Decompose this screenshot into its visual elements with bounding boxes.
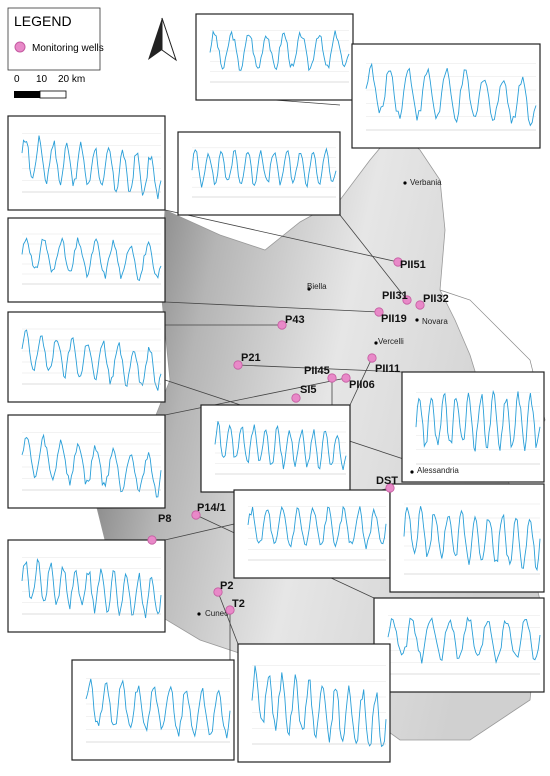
- inset-panel: [233, 489, 391, 579]
- inset-hydrograph: [247, 505, 387, 550]
- well-label: P43: [285, 314, 305, 326]
- well-marker: [233, 360, 243, 370]
- well-label: P2: [220, 580, 233, 592]
- inset-hydrograph: [251, 665, 387, 748]
- inset-panel: [177, 131, 341, 216]
- well-marker: [415, 300, 425, 310]
- inset-hydrograph: [209, 30, 350, 72]
- well-marker: [393, 257, 403, 267]
- city-label: Alessandria: [417, 466, 459, 475]
- well-marker: [277, 320, 287, 330]
- well-label: PII32: [423, 293, 449, 305]
- inset-panel: [351, 43, 541, 149]
- inset-panel: [7, 217, 166, 303]
- well-marker: [225, 605, 235, 615]
- connector-line: [274, 99, 341, 106]
- legend-title: LEGEND: [14, 13, 72, 29]
- well-marker: [385, 483, 395, 493]
- inset-panel: [237, 643, 391, 763]
- inset-panel: [200, 404, 351, 493]
- legend-marker: [14, 41, 26, 53]
- inset-hydrograph: [85, 678, 231, 739]
- well-label: T2: [232, 598, 245, 610]
- city-dot: [307, 287, 311, 291]
- well-label: P14/1: [197, 502, 226, 514]
- city-label: Biella: [307, 282, 327, 291]
- inset-panel: [7, 539, 166, 633]
- well-label: PII45: [304, 365, 330, 377]
- well-label: PII31: [382, 290, 408, 302]
- inset-panel: [389, 483, 545, 593]
- well-label: PII11: [375, 363, 400, 375]
- well-marker: [291, 393, 301, 403]
- well-label: PII06: [349, 379, 375, 391]
- well-marker: [402, 295, 412, 305]
- well-label: P21: [241, 352, 261, 364]
- well-marker: [327, 373, 337, 383]
- connector-line: [349, 357, 373, 406]
- inset-hydrograph: [387, 616, 541, 664]
- well-label: PII51: [400, 259, 426, 271]
- legend-item: Monitoring wells: [32, 43, 104, 54]
- city-dot: [197, 612, 201, 616]
- connector-line: [164, 209, 399, 263]
- inset-hydrograph: [21, 135, 162, 200]
- inset-hydrograph: [21, 236, 162, 282]
- well-marker: [191, 510, 201, 520]
- inset-panel: [71, 659, 235, 761]
- inset-hydrograph: [365, 62, 537, 127]
- connector-line: [164, 377, 347, 416]
- inset-hydrograph: [21, 557, 162, 619]
- city-dot: [410, 470, 414, 474]
- well-marker: [367, 353, 377, 363]
- inset-panel: [195, 13, 354, 101]
- inset-panel: [401, 371, 545, 483]
- inset-panel: [373, 597, 545, 693]
- scale-bar: [39, 90, 67, 99]
- well-label: SI5: [300, 384, 317, 396]
- inset-hydrograph: [21, 433, 162, 498]
- well-marker: [213, 587, 223, 597]
- legend-box: [7, 7, 101, 71]
- city-label: Verbania: [410, 178, 442, 187]
- inset-hydrograph: [191, 147, 337, 189]
- well-label: DST: [376, 475, 398, 487]
- city-dot: [415, 318, 419, 322]
- connector-line: [339, 214, 408, 301]
- city-label: Vercelli: [378, 337, 404, 346]
- well-label: PII19: [381, 313, 407, 325]
- well-marker: [374, 307, 384, 317]
- inset-hydrograph: [403, 506, 541, 572]
- scale-label: 0: [14, 74, 20, 85]
- city-dot: [374, 341, 378, 345]
- north-arrow: [161, 17, 177, 62]
- scale-label: 20 km: [58, 74, 85, 85]
- inset-hydrograph: [415, 389, 541, 452]
- inset-panel: [7, 414, 166, 509]
- inset-panel: [7, 115, 166, 211]
- connector-line: [164, 301, 380, 313]
- north-arrow: [148, 18, 162, 60]
- well-label: P8: [158, 513, 171, 525]
- inset-hydrograph: [21, 329, 162, 391]
- scale-label: 10: [36, 74, 48, 85]
- inset-hydrograph: [214, 421, 347, 470]
- city-label: Novara: [422, 317, 448, 326]
- inset-panel: [7, 311, 166, 403]
- connector-line: [237, 364, 403, 373]
- city-dot: [403, 181, 407, 185]
- city-label: Cuneo: [205, 609, 229, 618]
- connector-line: [217, 591, 239, 645]
- well-marker: [147, 535, 157, 545]
- scale-bar: [14, 91, 40, 98]
- well-marker: [341, 373, 351, 383]
